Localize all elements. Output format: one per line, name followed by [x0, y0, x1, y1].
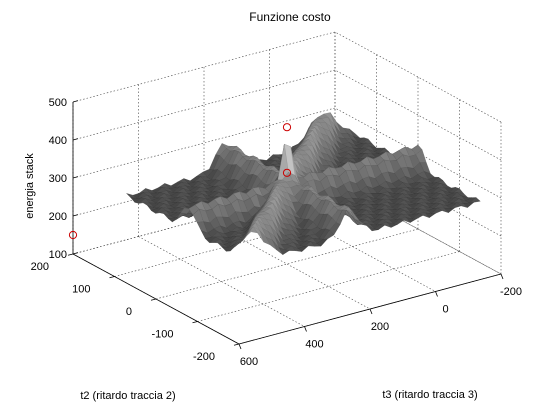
grid-line — [72, 31, 502, 123]
t2-tick-label: 0 — [126, 306, 132, 318]
z-tick — [72, 100, 79, 103]
t2-tick — [150, 298, 157, 301]
t3-tick — [304, 326, 307, 332]
t2-axis-label: t2 (ritardo traccia 2) — [80, 390, 175, 402]
z-tick-label: 200 — [49, 211, 67, 223]
data-marker — [282, 168, 292, 177]
z-tick — [72, 138, 79, 141]
data-marker — [68, 230, 78, 240]
t3-tick-label: 0 — [442, 304, 448, 316]
surface-patch — [246, 226, 258, 236]
t3-tick-label: 400 — [305, 339, 323, 351]
z-tick — [72, 176, 79, 179]
z-tick — [72, 252, 79, 255]
t2-tick-label: 200 — [31, 261, 49, 273]
z-axis-label: energia stack — [24, 153, 36, 219]
t3-axis-label: t3 (ritardo traccia 3) — [382, 389, 477, 401]
z-tick-label: 400 — [49, 135, 67, 147]
marker-layer — [68, 123, 292, 240]
t3-tick-label: 600 — [240, 356, 258, 368]
z-tick-label: 500 — [49, 97, 67, 109]
t2-tick — [192, 321, 198, 324]
tick-labels: 1002003004005002001000-100-200-200020040… — [31, 97, 522, 368]
z-tick-label: 300 — [49, 173, 67, 185]
t3-tick-label: -200 — [500, 286, 522, 298]
t2-tick-label: -200 — [193, 351, 215, 363]
z-tick-label: 100 — [49, 249, 67, 261]
t2-tick — [233, 343, 240, 346]
t3-tick — [500, 273, 504, 280]
t2-tick — [67, 253, 74, 256]
t2-tick-label: 100 — [72, 284, 90, 296]
t2-tick — [109, 276, 115, 279]
t3-tick — [435, 291, 438, 297]
t2-tick-label: -100 — [151, 329, 173, 341]
data-marker — [282, 123, 292, 132]
cost-surface — [125, 112, 481, 255]
t3-tick — [369, 308, 373, 315]
t3-tick — [238, 343, 242, 350]
z-tick — [72, 214, 79, 217]
chart-title: Funzione costo — [249, 10, 331, 24]
grid-line — [197, 251, 460, 322]
t3-tick-label: 200 — [371, 321, 389, 333]
